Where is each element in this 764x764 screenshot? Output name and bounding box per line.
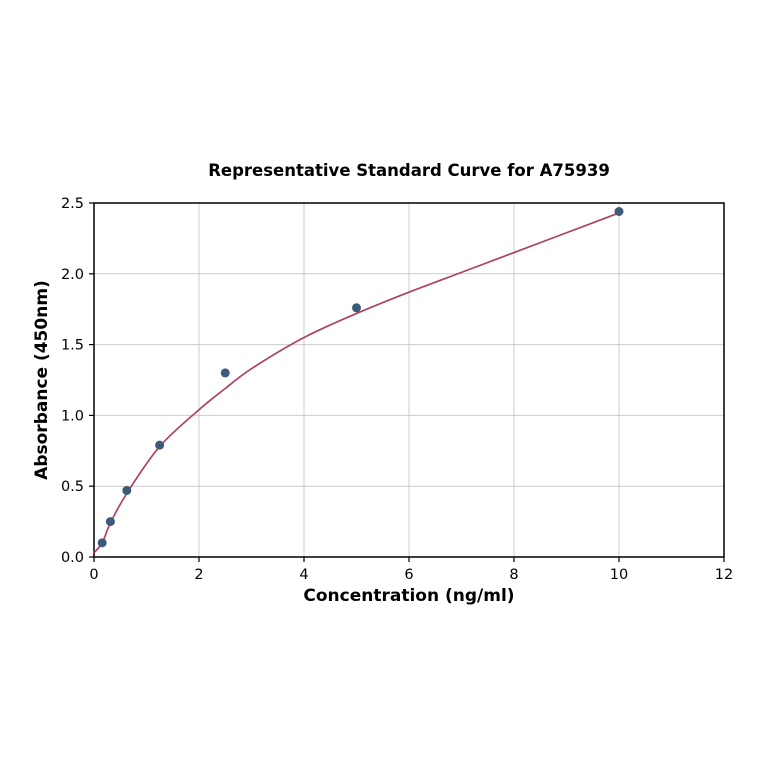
x-tick-label: 6 xyxy=(404,567,413,583)
data-point xyxy=(614,206,624,216)
y-tick-label: 1.0 xyxy=(61,408,84,424)
x-tick-label: 4 xyxy=(299,567,308,583)
y-tick-label: 2.5 xyxy=(61,196,84,212)
data-point xyxy=(352,303,361,313)
data-point xyxy=(105,517,115,527)
x-tick-label: 10 xyxy=(610,567,628,583)
y-tick-label: 2.0 xyxy=(61,267,84,283)
data-point xyxy=(122,485,132,495)
y-tick-label: 0.5 xyxy=(61,479,84,495)
fit-curve xyxy=(93,212,620,554)
y-tick-label: 1.5 xyxy=(61,338,84,354)
data-point xyxy=(220,368,230,378)
x-tick-label: 0 xyxy=(89,567,98,583)
y-tick-label: 0.0 xyxy=(61,550,84,566)
plot-border xyxy=(93,202,725,558)
chart-title: Representative Standard Curve for A75939 xyxy=(208,161,610,180)
data-point xyxy=(97,538,107,548)
x-tick-label: 8 xyxy=(509,567,518,583)
x-axis-label: Concentration (ng/ml) xyxy=(303,586,515,606)
data-point xyxy=(155,440,165,450)
y-axis-label: Absorbance (450nm) xyxy=(32,280,52,480)
x-tick-label: 12 xyxy=(715,567,733,583)
x-tick-label: 2 xyxy=(194,567,203,583)
